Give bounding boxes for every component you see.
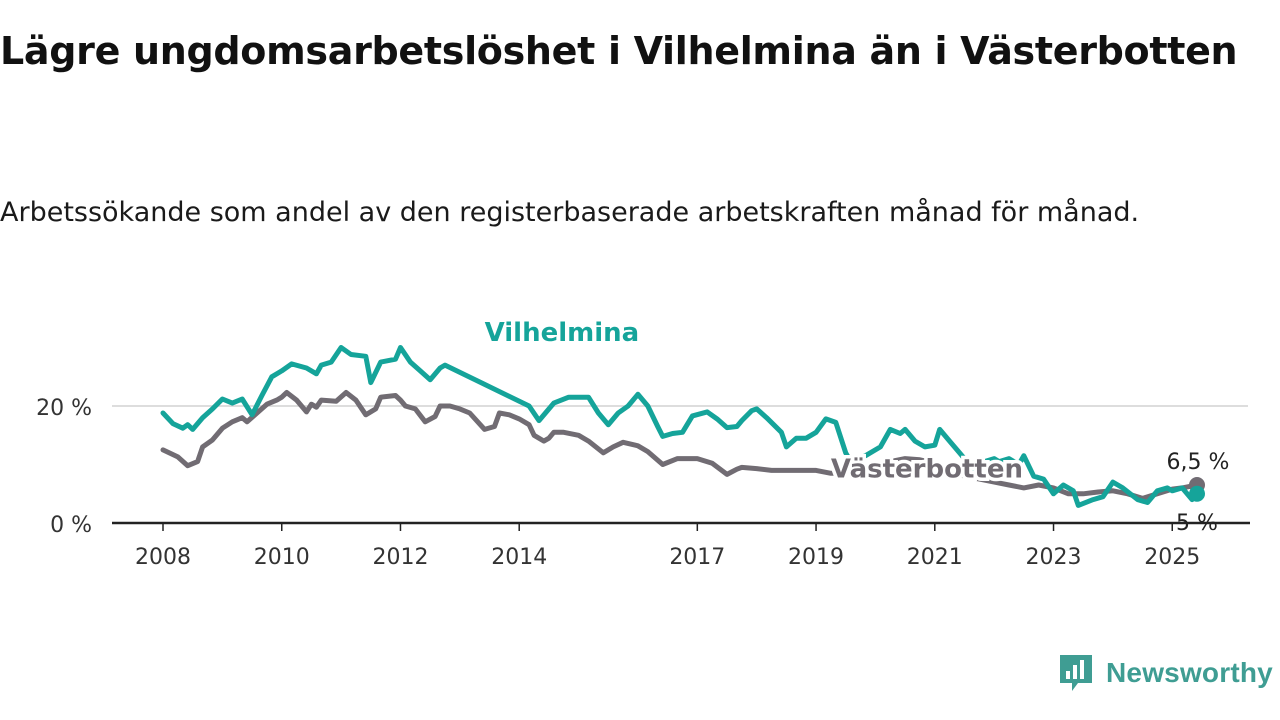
x-tick-label: 2019 [788,545,844,570]
end-point-vilhelmina [1189,485,1205,502]
x-tick-label: 2025 [1144,545,1200,570]
newsworthy-brand[interactable]: Newsworthy [1058,652,1273,694]
brand-name: Newsworthy [1106,657,1273,688]
newsworthy-logo-icon [1060,655,1092,691]
series-line-vilhelmina [160,345,1200,508]
chart-title: Lägre ungdomsarbetslöshet i Vilhelmina ä… [0,29,1238,73]
y-tick-label: 20 % [36,396,92,421]
y-tick-label: 0 % [50,513,92,538]
x-tick-label: 2023 [1026,545,1082,570]
x-tick-label: 2014 [491,545,547,570]
x-tick-label: 2017 [669,545,725,570]
x-tick-label: 2012 [372,545,428,570]
series-label-vilhelmina: Vilhelmina [485,318,640,348]
x-tick-label: 2010 [254,545,310,570]
series-line-västerbotten [160,390,1200,501]
series-label-västerbotten: Västerbotten [831,454,1023,484]
end-value-label-västerbotten: 6,5 % [1167,450,1230,475]
x-tick-label: 2021 [907,545,963,570]
chart-subtitle: Arbetssökande som andel av den registerb… [0,197,1140,228]
x-tick-label: 2008 [135,545,191,570]
